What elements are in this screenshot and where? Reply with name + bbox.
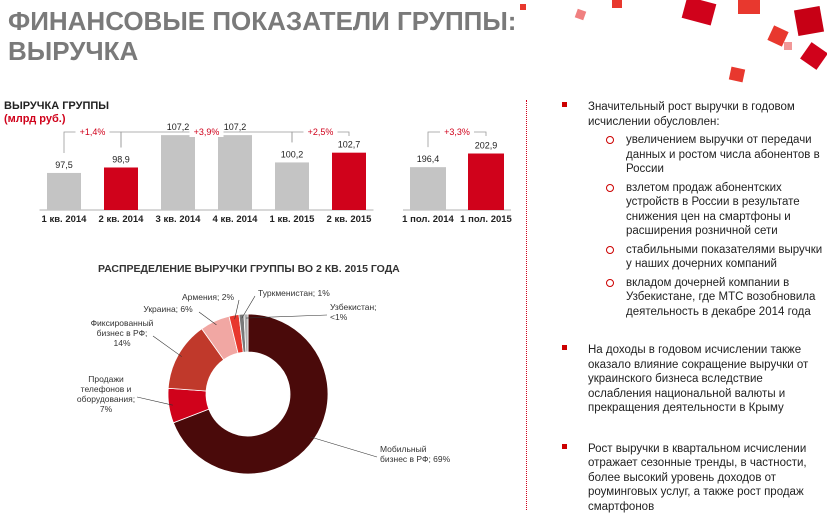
slice-leader-line [152,335,182,357]
section-label-text: ВЫРУЧКА ГРУППЫ [4,100,110,112]
revenue-distribution-pie: Мобильный бизнес в РФ; 69% Продажи телефоно… [77,288,451,475]
cube-decoration [612,0,622,8]
cube-decoration [738,0,760,14]
page-title-line: ФИНАНСОВЫЕ ПОКАЗАТЕЛИ ГРУППЫ: [8,6,517,36]
note-item: Рост выручки в квартальном исчислении от… [548,442,823,515]
section-label: ВЫРУЧКА ГРУППЫ (млрд руб.) [4,100,109,126]
cube-decoration [784,42,792,50]
circle-bullet-icon [606,183,614,192]
pie-slice [243,313,249,353]
growth-label-bg [75,126,110,137]
category-label: 4 кв. 2014 [213,214,259,225]
page-title-line: ВЫРУЧКА [8,36,139,66]
bar-value-label: 97,5 [55,160,73,170]
bar-value-label: 100,2 [281,149,304,159]
circle-bullet-icon [606,136,614,144]
note-subitem-text: вкладом дочерней компании в Узбекистане,… [626,276,816,318]
slice-label: Украина; 6% [143,304,193,314]
slice-label: Узбекистан; <1% [330,302,377,322]
bar [104,167,138,210]
slice-label: Мобильный бизнес в РФ; 69% [380,444,451,464]
slice-label: Продажи телефонов и оборудования; 7% [77,374,135,414]
notes-list: Значительный рост выручки в годовом исчи… [548,100,823,526]
growth-label-bg [303,126,338,137]
slice-leader-line [246,314,328,319]
category-label: 1 пол. 2015 [460,214,512,225]
category-label: 1 кв. 2015 [270,214,316,225]
note-subitem-text: стабильными показателями выручки у наших… [626,243,823,271]
bar [410,167,446,210]
bullet-icon [562,102,567,107]
pie-chart-title: РАСПРЕДЕЛЕНИЕ ВЫРУЧКИ ГРУППЫ ВО 2 КВ. 20… [98,263,400,275]
note-subitem: стабильными показателями выручки у наших… [568,243,823,272]
circle-bullet-icon [606,278,614,287]
circle-bullet-icon [606,245,614,254]
cube-decoration [681,0,717,26]
bar [47,172,81,210]
cube-decoration [793,5,825,37]
bar [275,162,309,210]
divider [526,100,527,510]
slice-leader-line [198,311,217,326]
note-item: Значительный рост выручки в годовом исчи… [548,100,823,319]
category-label: 3 кв. 2014 [156,214,202,225]
bar-value-label: 196,4 [417,154,440,164]
category-label: 1 кв. 2014 [42,214,88,225]
category-label: 2 кв. 2014 [99,214,145,225]
cube-decoration [728,66,746,83]
note-item: На доходы в годовом исчислении также ока… [548,343,823,416]
growth-label: +1,4% [80,127,106,137]
cube-decoration [520,4,526,10]
category-label: 2 кв. 2015 [327,214,373,225]
bar-value-label: 102,7 [338,140,361,150]
note-subitem-text: увеличением выручки от передачи данных и… [626,134,820,175]
halfyear-revenue-chart: 196,4 1 пол. 2014 202,9 1 пол. 2015 +3,3% [402,126,513,225]
slice-label: Туркменистан; 1% [258,288,330,298]
cube-decoration [800,42,827,70]
growth-label-bg [189,126,224,137]
note-text: На доходы в годовом исчислении также ока… [588,344,809,414]
note-text: Рост выручки в квартальном исчислении от… [588,442,807,513]
bullet-icon [562,345,567,350]
slice-label: Армения; 2% [182,292,234,302]
bar [218,135,252,210]
bar-value-label: 107,2 [167,122,190,132]
growth-label: +3,3% [444,127,470,137]
section-unit: (млрд руб.) [4,113,66,125]
bar-value-label: 202,9 [475,141,498,151]
growth-label: +2,5% [308,127,334,137]
note-subitem: увеличением выручки от передачи данных и… [568,133,823,177]
pie-slice [172,313,329,475]
slice-leader-line [136,396,173,406]
slice-label: Фиксированный бизнес в РФ; 14% [91,318,154,348]
page-title: ФИНАНСОВЫЕ ПОКАЗАТЕЛИ ГРУППЫ: ВЫРУЧКА [8,6,528,66]
quarterly-revenue-chart: 97,5 1 кв. 2014 98,9 2 кв. 2014 107,2 3 кв. 2… [39,122,374,225]
growth-label: +3,9% [194,127,220,137]
slice-leader-line [234,299,240,320]
bar [468,153,504,210]
bar-value-label: 107,2 [224,122,247,132]
note-subitem: вкладом дочерней компании в Узбекистане,… [568,276,823,320]
slice-leader-line [310,436,378,458]
bar-value-label: 98,9 [112,154,130,164]
cube-decoration [574,8,587,21]
bar [332,152,366,210]
slice-leader-line [241,295,256,319]
note-text: Значительный рост выручки в годовом исчи… [588,101,795,128]
note-subitem: взлетом продаж абонентских устройств в Р… [568,181,823,239]
growth-label-bg [440,126,474,137]
bar [161,135,195,210]
note-subitem-text: взлетом продаж абонентских устройств в Р… [626,181,800,238]
category-label: 1 пол. 2014 [402,214,454,225]
bullet-icon [562,443,567,449]
